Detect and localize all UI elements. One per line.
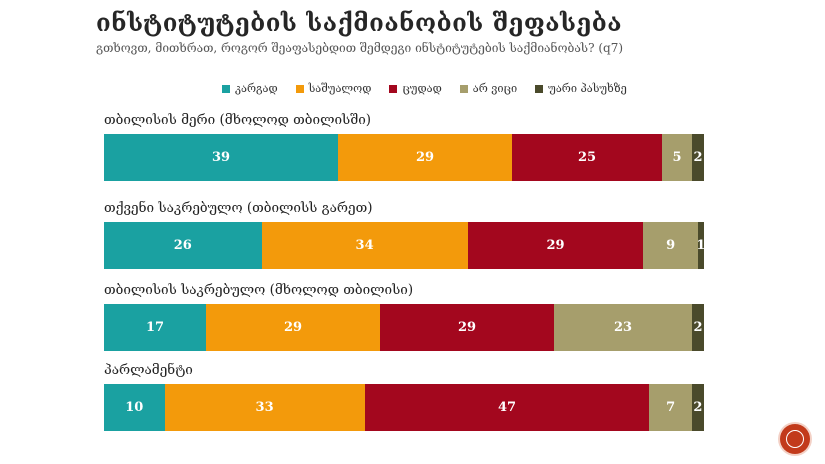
data-label: 26: [173, 238, 192, 253]
legend-swatch: [459, 84, 468, 93]
category-label: პარლამენტი: [104, 362, 193, 378]
legend-item-dont_know: არ ვიცი: [459, 82, 518, 95]
slide-subtitle: გთხოვთ, მითხრათ, როგორ შეაფასებდით შემდე…: [96, 41, 624, 55]
chart-legend: კარგად საშუალოდ ცუდად არ ვიცი უარი პასუხზე: [222, 82, 627, 95]
legend-item-good: კარგად: [222, 82, 278, 95]
bar-group: პარლამენტი 10 33 47 7 2: [104, 362, 704, 431]
legend-label: უარი პასუხზე: [548, 82, 627, 95]
bar-segment-refuse: 1: [697, 222, 704, 269]
category-label: თბილისის მერი (მხოლოდ თბილისში): [104, 112, 372, 128]
data-label: 29: [415, 150, 435, 165]
bar-segment-bad: 47: [364, 384, 650, 431]
bar-segment-dont_know: 23: [554, 304, 692, 351]
legend-label: კარგად: [235, 82, 278, 95]
bar-segment-bad: 25: [512, 134, 662, 181]
stacked-bar: 17 29 29 23 2: [104, 304, 704, 351]
data-label: 39: [211, 150, 231, 165]
circle-icon: [786, 430, 804, 448]
data-label: 2: [693, 150, 703, 165]
bar-group: თბილისის მერი (მხოლოდ თბილისში) 39 29 25 5 2: [104, 112, 704, 181]
bar-segment-average: 29: [206, 304, 380, 351]
data-label: 9: [666, 238, 676, 253]
data-label: 25: [577, 150, 597, 165]
data-label: 10: [125, 400, 144, 415]
data-label: 2: [693, 400, 703, 415]
bar-segment-bad: 29: [467, 222, 644, 269]
legend-item-average: საშუალოდ: [295, 82, 372, 95]
stacked-bar: 39 29 25 5 2: [104, 134, 704, 181]
bar-segment-good: 39: [104, 134, 338, 181]
legend-swatch: [535, 84, 544, 93]
category-label: თქვენი საკრებულო (თბილისს გარეთ): [104, 200, 373, 216]
bar-segment-dont_know: 7: [649, 384, 692, 431]
legend-label: არ ვიცი: [472, 82, 518, 95]
data-label: 29: [546, 238, 565, 253]
legend-swatch: [295, 84, 304, 93]
bar-group: თბილისის საკრებულო (მხოლოდ თბილისი) 17 29 2…: [104, 282, 704, 351]
slide-title: ინსტიტუტების საქმიანობის შეფასება: [96, 8, 623, 37]
data-label: 47: [497, 400, 517, 415]
stacked-bar: 10 33 47 7 2: [104, 384, 704, 431]
bar-segment-good: 26: [104, 222, 262, 269]
bar-segment-good: 17: [104, 304, 206, 351]
legend-label: ცუდად: [402, 82, 442, 95]
data-label: 2: [693, 320, 703, 335]
bar-segment-bad: 29: [380, 304, 554, 351]
data-label: 5: [672, 150, 682, 165]
legend-item-refuse: უარი პასუხზე: [535, 82, 627, 95]
legend-item-bad: ცუდად: [389, 82, 442, 95]
bar-segment-average: 33: [164, 384, 365, 431]
bar-segment-dont_know: 5: [662, 134, 692, 181]
data-label: 29: [283, 320, 303, 335]
legend-swatch: [222, 84, 230, 93]
stacked-bar: 26 34 29 9 1: [104, 222, 704, 269]
bar-segment-refuse: 2: [692, 134, 704, 181]
data-label: 34: [355, 238, 374, 253]
bar-segment-refuse: 2: [692, 304, 704, 351]
next-slide-button[interactable]: [780, 424, 810, 454]
bar-segment-average: 34: [261, 222, 468, 269]
data-label: 23: [613, 320, 633, 335]
bar-segment-average: 29: [338, 134, 512, 181]
data-label: 7: [666, 400, 676, 415]
data-label: 1: [697, 238, 704, 253]
data-label: 17: [145, 320, 165, 335]
legend-label: საშუალოდ: [308, 82, 372, 95]
data-label: 29: [457, 320, 477, 335]
bar-group: თქვენი საკრებულო (თბილისს გარეთ) 26 34 29 9 1: [104, 200, 704, 269]
bar-segment-dont_know: 9: [643, 222, 698, 269]
bar-segment-refuse: 2: [691, 384, 704, 431]
bar-segment-good: 10: [104, 384, 165, 431]
category-label: თბილისის საკრებულო (მხოლოდ თბილისი): [104, 282, 414, 298]
legend-swatch: [389, 84, 398, 93]
data-label: 33: [255, 400, 274, 415]
